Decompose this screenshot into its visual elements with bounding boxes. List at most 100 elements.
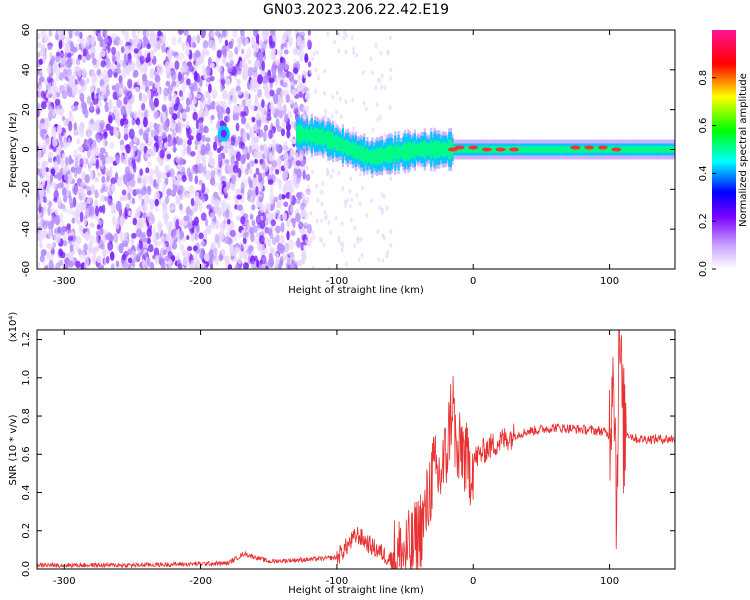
noise-blob [302,169,306,180]
colorbar-label: Normalized spectral amplitude [738,73,749,227]
noise-blob [300,241,305,251]
noise-blob [247,59,252,65]
noise-blob [109,251,115,261]
noise-blob [160,235,165,244]
band-core [611,147,622,152]
noise-blob [275,76,282,85]
noise-blob [125,203,130,211]
noise-blob [230,88,236,96]
noise-blob [365,213,369,218]
noise-blob [84,173,90,184]
noise-blob [271,144,276,152]
band-mid [544,146,547,153]
noise-blob [62,240,68,247]
noise-blob [138,128,144,136]
noise-blob [186,34,192,43]
noise-blob [251,219,256,227]
noise-blob [298,222,304,228]
noise-blob [249,194,254,204]
noise-blob [269,30,276,36]
noise-blob [172,146,177,153]
noise-blob [201,64,205,73]
noise-blob [202,229,208,240]
noise-blob [177,164,183,172]
noise-blob [364,106,368,112]
band-mid [526,146,529,153]
band-mid [350,143,353,156]
noise-blob [38,228,42,236]
noise-blob [237,256,243,265]
noise-blob [107,185,113,196]
band-mid [520,146,523,153]
noise-blob [105,123,111,131]
noise-blob [177,30,184,35]
noise-blob [343,30,346,36]
noise-blob [127,248,132,256]
band-mid [420,141,423,158]
noise-blob [190,127,196,135]
noise-blob [255,186,259,196]
band-mid [374,149,377,165]
snr-background [37,330,675,569]
noise-blob [40,101,47,110]
noise-blob [149,37,153,43]
noise-blob [217,64,223,73]
noise-blob [68,154,73,166]
noise-blob [192,111,198,121]
noise-blob [247,66,253,78]
noise-blob [192,52,198,61]
noise-blob [208,83,212,94]
noise-blob [214,30,221,37]
band-mid [410,144,413,158]
band-mid [606,146,610,153]
noise-blob [38,58,44,65]
noise-blob [181,174,187,183]
band-mid [435,140,438,159]
noise-blob [296,259,303,267]
noise-blob [251,179,257,191]
noise-blob [344,32,348,38]
noise-blob [230,136,236,146]
noise-blob [186,61,192,67]
noise-blob [389,229,393,235]
band-mid [390,145,394,163]
noise-blob [326,31,330,37]
noise-blob [186,235,190,241]
noise-blob [210,221,217,230]
noise-blob [147,237,151,245]
noise-blob [309,210,313,216]
noise-blob [311,265,315,269]
noise-blob [303,244,306,250]
noise-blob [98,239,104,249]
noise-blob [37,52,41,59]
noise-blob [283,104,287,115]
snr-x-ticks: -300 -200 -100 0 100 [53,330,619,587]
band-mid [659,146,662,153]
noise-blob [96,68,102,76]
noise-blob [59,52,65,60]
noise-blob [78,186,84,195]
noise-blob [98,99,103,109]
band-mid [353,143,356,158]
noise-blob [97,171,102,177]
noise-blob [116,176,123,187]
noise-blob [204,218,209,227]
noise-blob [200,30,206,39]
noise-blob [210,31,216,38]
noise-blob [191,165,197,175]
noise-blob [376,229,380,235]
noise-blob [132,69,139,78]
noise-blob [137,177,142,184]
band-mid [405,143,408,160]
noise-blob [361,186,364,191]
band-mid [651,146,654,153]
noise-blob [143,67,148,75]
noise-blob [201,134,206,143]
band-mid [394,143,397,163]
noise-blob [283,64,290,71]
noise-blob [228,49,233,58]
noise-blob [146,127,151,133]
noise-blob [61,152,66,159]
noise-blob [283,49,289,55]
noise-blob [79,211,84,223]
